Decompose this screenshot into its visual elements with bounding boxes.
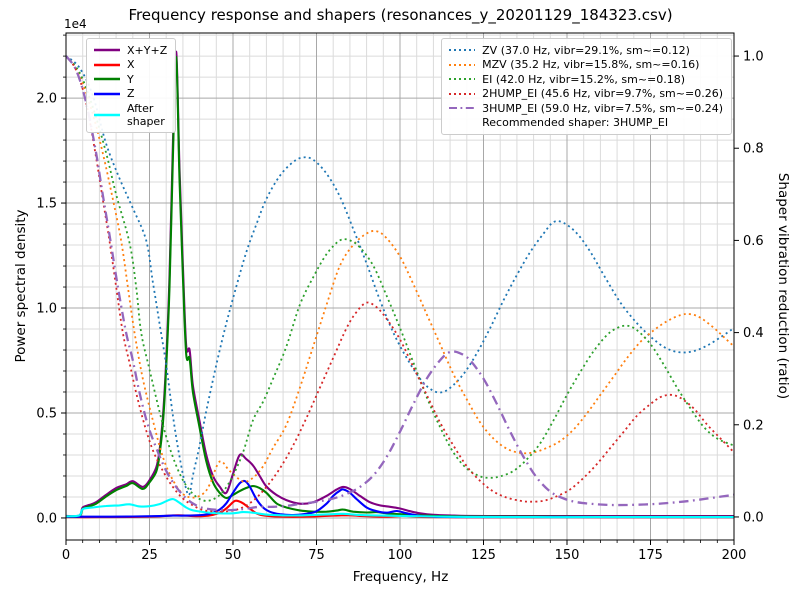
legend-item-label: EI (42.0 Hz, vibr=15.2%, sm~=0.18) bbox=[482, 72, 686, 86]
legend-item-label: Z bbox=[127, 87, 135, 100]
series-mzv bbox=[66, 55, 734, 499]
y-right-tick-label: 0.2 bbox=[743, 418, 764, 433]
legend-item-label: Recommended shaper: 3HUMP_EI bbox=[482, 116, 669, 129]
legend-item-label: 3HUMP_EI (59.0 Hz, vibr=7.5%, sm~=0.24) bbox=[482, 101, 723, 115]
legend-note-recommended-shaper: Recommended shaper: 3HUMP_EI bbox=[448, 116, 723, 129]
legend-item-label: Y bbox=[127, 72, 134, 86]
y-right-tick-label: 0.6 bbox=[743, 234, 764, 249]
legend-item-label: ZV (37.0 Hz, vibr=29.1%, sm~=0.12) bbox=[482, 43, 690, 57]
legend-line-sample-3hump_ei bbox=[449, 107, 476, 109]
series-2hump_ei bbox=[66, 55, 734, 513]
chart-title: Frequency response and shapers (resonanc… bbox=[128, 6, 673, 24]
x-tick-label: 100 bbox=[388, 548, 413, 563]
series-3hump_ei bbox=[66, 55, 734, 512]
legend-item-2hump_ei: 2HUMP_EI (45.6 Hz, vibr=9.7%, sm~=0.26) bbox=[448, 87, 723, 100]
x-tick-label: 200 bbox=[722, 548, 747, 563]
series-xyz bbox=[66, 50, 734, 518]
y-axis-label-right: Shaper vibration reduction (ratio) bbox=[775, 172, 791, 400]
y-axis-offset-label: 1e4 bbox=[64, 17, 87, 31]
x-tick-label: 25 bbox=[141, 548, 158, 563]
legend-line-sample-zv bbox=[449, 49, 476, 51]
legend-line-sample-xyz bbox=[94, 48, 120, 52]
legend-item-y: Y bbox=[93, 73, 167, 86]
legend-shapers: ZV (37.0 Hz, vibr=29.1%, sm~=0.12) MZV (3… bbox=[441, 38, 732, 135]
y-left-tick-label: 0.0 bbox=[36, 511, 57, 526]
series-zv bbox=[66, 55, 734, 496]
y-right-tick-label: 0.4 bbox=[743, 326, 764, 341]
legend-line-sample-ei bbox=[449, 78, 476, 80]
x-axis-label: Frequency, Hz bbox=[352, 569, 449, 585]
x-tick-label: 150 bbox=[555, 548, 580, 563]
axes: 0 25 50 75 100 125 150 175 200 0.0 0.5 1.0 1.5 2.0 0.0… bbox=[36, 32, 764, 563]
y-left-tick-label: 1.5 bbox=[36, 197, 57, 212]
legend-item-ei: EI (42.0 Hz, vibr=15.2%, sm~=0.18) bbox=[448, 73, 723, 86]
legend-line-sample-2hump_ei bbox=[449, 92, 476, 95]
x-tick-label: 50 bbox=[225, 548, 242, 563]
series-z bbox=[66, 479, 734, 519]
legend-item-z: Z bbox=[93, 87, 167, 100]
legend-line-sample-x bbox=[94, 63, 120, 66]
legend-line-sample-y bbox=[94, 77, 120, 81]
y-axis-label-left: Power spectral density bbox=[13, 209, 29, 363]
legend-item-3hump_ei: 3HUMP_EI (59.0 Hz, vibr=7.5%, sm~=0.24) bbox=[448, 102, 723, 115]
x-tick-label: 75 bbox=[308, 548, 325, 563]
y-left-tick-label: 0.5 bbox=[36, 406, 57, 421]
legend-item-xyz: X+Y+Z bbox=[93, 44, 167, 57]
grid bbox=[66, 33, 734, 540]
legend-item-label: 2HUMP_EI (45.6 Hz, vibr=9.7%, sm~=0.26) bbox=[482, 87, 723, 100]
y-right-tick-label: 0.8 bbox=[743, 142, 764, 157]
legend-item-label: X bbox=[127, 58, 135, 71]
y-right-tick-label: 1.0 bbox=[743, 50, 764, 65]
series-ei bbox=[66, 55, 734, 502]
legend-line-sample-after_shaper bbox=[94, 113, 120, 116]
legend-item-label: After shaper bbox=[127, 101, 165, 128]
legend-item-zv: ZV (37.0 Hz, vibr=29.1%, sm~=0.12) bbox=[448, 44, 723, 57]
legend-psd: X+Y+Z X Y Z After shaper bbox=[86, 38, 177, 133]
legend-item-label: X+Y+Z bbox=[127, 43, 168, 57]
legend-item-mzv: MZV (35.2 Hz, vibr=15.8%, sm~=0.16) bbox=[448, 58, 723, 71]
x-tick-label: 175 bbox=[638, 548, 663, 563]
series-layer bbox=[66, 50, 734, 519]
legend-sample-spacer bbox=[448, 117, 476, 129]
series-after_shaper bbox=[66, 498, 734, 519]
legend-item-x: X bbox=[93, 58, 167, 71]
x-tick-label: 0 bbox=[62, 548, 70, 563]
y-right-tick-label: 0.0 bbox=[743, 510, 764, 525]
x-tick-label: 125 bbox=[471, 548, 496, 563]
y-left-tick-label: 1.0 bbox=[36, 302, 57, 317]
y-left-tick-label: 2.0 bbox=[36, 92, 57, 107]
legend-line-sample-mzv bbox=[449, 63, 476, 66]
legend-item-after_shaper: After shaper bbox=[93, 102, 167, 128]
legend-item-label: MZV (35.2 Hz, vibr=15.8%, sm~=0.16) bbox=[482, 58, 700, 71]
legend-line-sample-z bbox=[94, 92, 120, 95]
